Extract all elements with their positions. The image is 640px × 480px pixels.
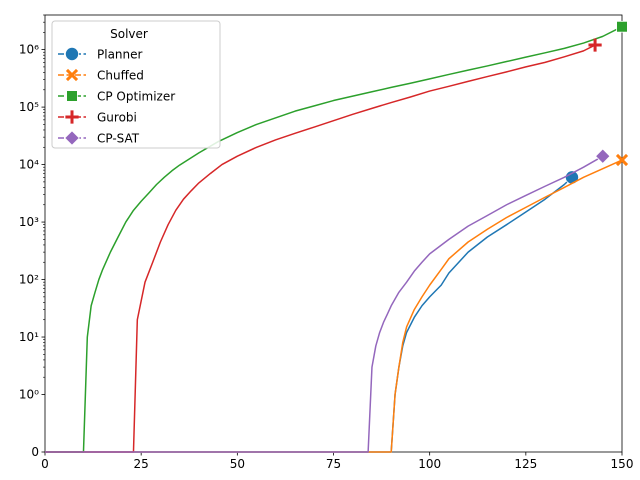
x-tick-label: 50 <box>230 457 245 471</box>
y-tick-label: 10⁰ <box>19 388 39 402</box>
series-line-planner <box>45 176 573 453</box>
legend-label-gurobi: Gurobi <box>97 111 137 125</box>
y-tick-label: 10³ <box>19 215 39 229</box>
series-marker-chuffed <box>615 153 629 167</box>
series-line-cp-sat <box>45 155 604 453</box>
legend-title: Solver <box>110 27 148 41</box>
legend-box <box>51 20 221 149</box>
y-tick-label: 10⁵ <box>19 100 39 114</box>
series-marker-cp-sat <box>595 148 611 164</box>
series-line-gurobi <box>45 44 596 453</box>
series-marker-cp-optimizer <box>616 20 628 33</box>
legend-marker-cp-sat <box>64 130 80 146</box>
x-tick-label: 25 <box>134 457 149 471</box>
legend-label-cp-sat: CP-SAT <box>97 132 140 146</box>
legend-marker-planner <box>65 47 80 62</box>
legend-marker-chuffed <box>65 68 79 82</box>
y-tick-label: 10⁴ <box>19 158 39 172</box>
plot-area <box>45 20 629 453</box>
legend-marker-cp-optimizer <box>66 90 78 102</box>
axes: 0 25 50 75 100 125 150 0 10⁰ 10¹ 10² 10³ 10⁴ 10⁵ 10⁶ <box>19 14 634 471</box>
y-tick-label: 10¹ <box>19 330 39 344</box>
series-marker-gurobi <box>588 38 602 52</box>
legend-label-planner: Planner <box>97 48 143 62</box>
legend-label-cp-optimizer: CP Optimizer <box>97 90 175 104</box>
legend-marker-gurobi <box>65 110 79 124</box>
y-tick-label: 0 <box>31 445 39 459</box>
x-tick-label: 100 <box>418 457 441 471</box>
y-tick-label: 10² <box>19 273 39 287</box>
x-tick-label: 75 <box>326 457 341 471</box>
series-line-chuffed <box>45 159 623 453</box>
legend-label-chuffed: Chuffed <box>97 69 144 83</box>
x-tick-label: 125 <box>514 457 537 471</box>
y-tick-label: 10⁶ <box>19 43 39 57</box>
x-tick-label: 150 <box>611 457 634 471</box>
series-line-cp-optimizer <box>45 26 623 453</box>
x-tick-label: 0 <box>41 457 49 471</box>
legend: Solver Planner Chuffed CP Optimizer Gurobi CP… <box>51 20 221 149</box>
